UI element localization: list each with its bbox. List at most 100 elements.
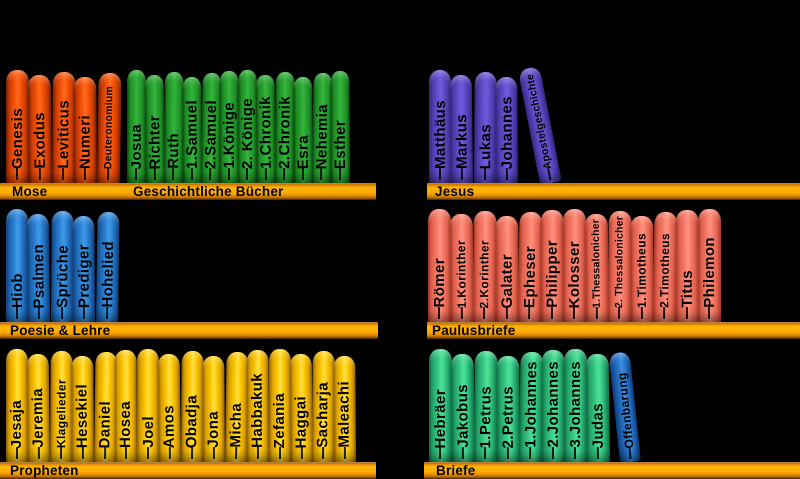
book-title: 2.Samuel bbox=[201, 99, 220, 170]
book-group-geschichtliche-buecher: Josua Richter Ruth 1.Samuel 2.Samuel 1.Könige… bbox=[127, 66, 349, 184]
book-spine[interactable]: Prediger bbox=[72, 215, 96, 323]
book-spine[interactable]: 1.Samuel bbox=[181, 76, 201, 184]
book-spine[interactable]: Obadja bbox=[181, 350, 204, 463]
book-title: 1.Könige bbox=[219, 102, 238, 170]
book-spine[interactable]: Römer bbox=[428, 209, 451, 322]
book-spine[interactable]: Matthäus bbox=[429, 70, 452, 183]
book-spine[interactable]: Hiob bbox=[6, 209, 29, 322]
book-title: Amos bbox=[160, 404, 179, 449]
book-group-mose: Genesis Exodus Leviticus Numeri Deuteronomiu… bbox=[6, 66, 122, 184]
book-spine[interactable]: 2.Chronik bbox=[275, 71, 295, 184]
book-spine[interactable]: Esra bbox=[292, 76, 312, 184]
shelf-row1-left: Mose Geschichtliche Bücher bbox=[0, 183, 376, 200]
book-title: Judas bbox=[588, 402, 607, 449]
book-group-propheten: Jesaja Jeremia Klagelieder Hesekiel Daniel Ho… bbox=[6, 345, 357, 463]
book-spine[interactable]: Jakobus bbox=[450, 353, 474, 463]
book-spine[interactable]: Philipper bbox=[540, 209, 563, 323]
book-spine[interactable]: Hesekiel bbox=[70, 355, 94, 463]
book-spine[interactable]: Richter bbox=[144, 74, 164, 184]
book-spine[interactable]: Amos bbox=[157, 353, 182, 463]
book-title: Matthäus bbox=[431, 99, 449, 169]
book-spine[interactable]: Psalmen bbox=[27, 213, 51, 323]
book-spine[interactable]: 2. Thessalonicher bbox=[608, 210, 632, 323]
book-spine[interactable]: Exodus bbox=[27, 74, 52, 184]
shelf-label-jesus: Jesus bbox=[435, 184, 475, 199]
book-spine[interactable]: Jona bbox=[202, 355, 225, 463]
book-spine[interactable]: Lukas bbox=[473, 71, 497, 184]
book-title: Exodus bbox=[30, 112, 49, 170]
book-spine[interactable]: Daniel bbox=[93, 351, 117, 463]
book-spine[interactable]: Maleachi bbox=[333, 355, 357, 463]
book-title: Markus bbox=[453, 113, 471, 170]
book-apostelgeschichte[interactable]: Apostelgeschichte bbox=[517, 66, 562, 186]
book-title: Philemon bbox=[700, 237, 718, 308]
book-group-paulusbriefe: Römer 1.Korinther 2.Korinther Galater Ephese… bbox=[428, 205, 721, 323]
book-spine[interactable]: Galater bbox=[494, 215, 518, 323]
book-spine[interactable]: Markus bbox=[450, 74, 474, 184]
book-spine[interactable]: Leviticus bbox=[51, 71, 76, 184]
book-title: Esther bbox=[331, 119, 349, 170]
shelf-row2-right: Paulusbriefe bbox=[427, 322, 800, 339]
book-title: Jona bbox=[205, 411, 223, 449]
book-spine[interactable]: Hebräer bbox=[429, 349, 452, 462]
book-spine[interactable]: Hosea bbox=[115, 349, 138, 463]
book-spine[interactable]: Titus bbox=[675, 209, 698, 323]
book-spine[interactable]: Epheser bbox=[518, 211, 543, 323]
book-title: Psalmen bbox=[30, 243, 48, 309]
book-spine[interactable]: 1.Chronik bbox=[255, 74, 275, 184]
book-spine[interactable]: 1.Korinther bbox=[449, 213, 473, 323]
book-spine[interactable]: Joel bbox=[137, 349, 160, 462]
book-spine[interactable]: Jeremia bbox=[26, 353, 50, 463]
book-title: Hesekiel bbox=[73, 383, 92, 449]
book-group-poesie-lehre: Hiob Psalmen Sprüche Prediger Hohelied bbox=[6, 205, 120, 323]
book-spine[interactable]: Sacharja bbox=[312, 350, 336, 463]
book-spine[interactable]: 2.Timotheus bbox=[653, 211, 678, 323]
book-spine[interactable]: 2.Petrus bbox=[495, 355, 519, 463]
book-title: 2.Korinther bbox=[477, 239, 492, 309]
book-spine[interactable]: Philemon bbox=[698, 209, 721, 322]
book-spine[interactable]: Micha bbox=[224, 351, 249, 463]
book-title: Jeremia bbox=[29, 388, 48, 449]
book-spine[interactable]: Deuteronomium bbox=[97, 72, 122, 184]
book-spine[interactable]: Genesis bbox=[6, 70, 29, 183]
book-spine[interactable]: 1.Petrus bbox=[474, 350, 498, 463]
book-title: Genesis bbox=[8, 107, 26, 169]
book-title: Numeri bbox=[76, 114, 95, 170]
book-spine[interactable]: 2.Korinther bbox=[473, 210, 497, 323]
book-spine[interactable]: Haggai bbox=[289, 353, 313, 463]
book-title: 2.Chronik bbox=[275, 96, 294, 170]
book-spine[interactable]: 2.Johannes bbox=[541, 349, 564, 463]
book-spine[interactable]: Numeri bbox=[73, 76, 98, 184]
book-spine[interactable]: 2. Könige bbox=[238, 70, 257, 183]
book-title: Galater bbox=[497, 253, 516, 309]
book-spine[interactable]: Josua bbox=[127, 70, 146, 183]
book-spine[interactable]: 1.Timotheus bbox=[629, 215, 653, 323]
book-spine[interactable]: Sprüche bbox=[50, 210, 74, 323]
book-spine[interactable]: 3.Johannes bbox=[564, 349, 587, 462]
book-title: 1.Johannes bbox=[521, 361, 541, 449]
book-spine[interactable]: 1.Thessalonicher bbox=[584, 213, 608, 323]
book-spine[interactable]: Habbakuk bbox=[246, 349, 269, 463]
book-spine[interactable]: 1.Könige bbox=[219, 70, 238, 184]
book-spine[interactable]: Judas bbox=[585, 353, 609, 463]
book-title: Deuteronomium bbox=[102, 85, 116, 170]
book-title: Titus bbox=[678, 270, 696, 309]
book-title: Esra bbox=[293, 134, 312, 170]
book-title: Joel bbox=[139, 416, 157, 448]
book-spine[interactable]: 2.Samuel bbox=[201, 72, 222, 184]
book-spine[interactable]: 1.Johannes bbox=[519, 351, 544, 463]
book-spine[interactable]: Esther bbox=[330, 70, 349, 184]
book-title: Lukas bbox=[476, 123, 494, 170]
book-title: Sprüche bbox=[53, 245, 72, 309]
book-title: Philipper bbox=[542, 240, 561, 309]
book-spine[interactable]: Ruth bbox=[164, 71, 184, 184]
book-spine[interactable]: Zefania bbox=[268, 349, 291, 462]
book-spine[interactable]: Nehemia bbox=[312, 72, 333, 184]
book-title: 1.Thessalonicher bbox=[589, 218, 603, 309]
book-spine[interactable]: Jesaja bbox=[6, 349, 28, 462]
book-spine[interactable]: Kolosser bbox=[563, 209, 586, 322]
book-spine[interactable]: Hohelied bbox=[95, 211, 120, 323]
book-offenbarung[interactable]: Offenbarung bbox=[608, 351, 641, 464]
book-spine[interactable]: Klagelieder bbox=[49, 350, 73, 463]
book-spine[interactable]: Johannes bbox=[495, 76, 519, 184]
